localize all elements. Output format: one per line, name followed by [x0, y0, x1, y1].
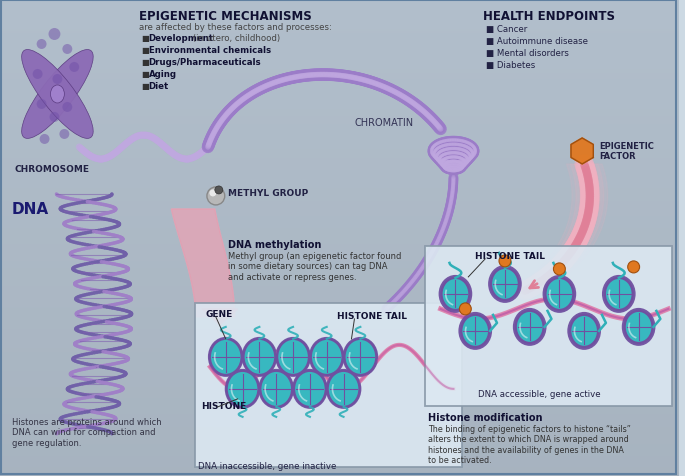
Ellipse shape — [513, 308, 547, 346]
Ellipse shape — [545, 278, 573, 310]
Text: DNA: DNA — [12, 201, 49, 217]
Ellipse shape — [327, 371, 360, 407]
Text: DNA accessible, gene active: DNA accessible, gene active — [478, 389, 601, 398]
Polygon shape — [202, 309, 238, 325]
Ellipse shape — [543, 275, 576, 313]
Text: Diet: Diet — [149, 82, 169, 91]
Ellipse shape — [345, 339, 376, 375]
Circle shape — [49, 113, 60, 123]
Ellipse shape — [442, 278, 469, 310]
Polygon shape — [171, 209, 235, 317]
Circle shape — [33, 70, 42, 80]
Ellipse shape — [491, 268, 519, 300]
Ellipse shape — [516, 311, 544, 343]
Ellipse shape — [294, 371, 326, 407]
Ellipse shape — [488, 265, 522, 303]
Circle shape — [553, 263, 565, 275]
Text: are affected by these factors and processes:: are affected by these factors and proces… — [138, 23, 332, 32]
Ellipse shape — [275, 337, 311, 377]
Ellipse shape — [22, 50, 93, 139]
Ellipse shape — [309, 337, 345, 377]
Ellipse shape — [292, 369, 327, 409]
Polygon shape — [511, 165, 603, 291]
Text: Histone modification: Histone modification — [427, 412, 543, 422]
Text: EPIGENETIC
FACTOR: EPIGENETIC FACTOR — [599, 142, 654, 161]
Text: ■: ■ — [142, 82, 152, 91]
Ellipse shape — [571, 315, 598, 347]
Circle shape — [207, 188, 225, 206]
Text: HISTONE TAIL: HISTONE TAIL — [475, 251, 545, 260]
Text: The binding of epigenetic factors to histone “tails”
alters the extent to which : The binding of epigenetic factors to his… — [427, 424, 631, 464]
Circle shape — [62, 45, 73, 55]
Circle shape — [49, 29, 60, 41]
Ellipse shape — [567, 312, 601, 350]
Ellipse shape — [260, 371, 292, 407]
Ellipse shape — [277, 339, 309, 375]
FancyBboxPatch shape — [425, 247, 672, 406]
Text: Development: Development — [149, 34, 214, 43]
Text: Aging: Aging — [149, 70, 177, 79]
Ellipse shape — [210, 339, 242, 375]
Circle shape — [499, 256, 511, 268]
Circle shape — [36, 40, 47, 50]
Text: ■: ■ — [142, 46, 152, 55]
Text: DNA inaccessible, gene inactive: DNA inaccessible, gene inactive — [198, 461, 336, 470]
Polygon shape — [171, 209, 235, 317]
Ellipse shape — [342, 337, 378, 377]
Text: (in utero, childhood): (in utero, childhood) — [190, 34, 280, 43]
Ellipse shape — [22, 50, 93, 139]
Ellipse shape — [51, 86, 64, 104]
Text: HISTONE TAIL: HISTONE TAIL — [336, 311, 407, 320]
Text: ■: ■ — [142, 70, 152, 79]
Text: GENE: GENE — [206, 309, 233, 318]
Ellipse shape — [326, 369, 362, 409]
Polygon shape — [515, 165, 600, 291]
Circle shape — [627, 261, 640, 273]
Text: HISTONE: HISTONE — [201, 401, 246, 410]
Ellipse shape — [242, 337, 277, 377]
Text: EPIGENETIC MECHANISMS: EPIGENETIC MECHANISMS — [138, 10, 312, 23]
Circle shape — [36, 100, 47, 110]
Ellipse shape — [462, 315, 489, 347]
Text: ■ Diabetes: ■ Diabetes — [486, 61, 536, 70]
Text: ■ Mental disorders: ■ Mental disorders — [486, 49, 569, 58]
Ellipse shape — [458, 312, 492, 350]
Ellipse shape — [225, 369, 260, 409]
Text: Drugs/Pharmaceuticals: Drugs/Pharmaceuticals — [149, 58, 261, 67]
Ellipse shape — [311, 339, 342, 375]
Circle shape — [60, 129, 69, 139]
Polygon shape — [507, 165, 608, 291]
Polygon shape — [519, 165, 596, 291]
Text: ■ Autoimmune disease: ■ Autoimmune disease — [486, 37, 588, 46]
Ellipse shape — [625, 311, 652, 343]
Circle shape — [62, 103, 73, 113]
Circle shape — [215, 187, 223, 195]
Circle shape — [210, 190, 216, 197]
Text: CHROMOSOME: CHROMOSOME — [15, 165, 90, 174]
Ellipse shape — [622, 308, 656, 346]
Text: ■: ■ — [142, 58, 152, 67]
Text: METHYL GROUP: METHYL GROUP — [227, 189, 308, 198]
Text: Methyl group (an epigenetic factor found
in some dietary sources) can tag DNA
an: Methyl group (an epigenetic factor found… — [227, 251, 401, 281]
Text: Environmental chemicals: Environmental chemicals — [149, 46, 271, 55]
Text: CHROMATIN: CHROMATIN — [355, 118, 414, 128]
Text: ■: ■ — [142, 34, 152, 43]
Circle shape — [40, 135, 49, 145]
Ellipse shape — [258, 369, 294, 409]
Ellipse shape — [438, 275, 472, 313]
Circle shape — [460, 303, 471, 315]
Ellipse shape — [602, 275, 636, 313]
Circle shape — [69, 63, 79, 73]
Text: Histones are proteins around which
DNA can wind for compaction and
gene regulati: Histones are proteins around which DNA c… — [12, 417, 162, 446]
Circle shape — [53, 75, 62, 85]
Text: HEALTH ENDPOINTS: HEALTH ENDPOINTS — [483, 10, 615, 23]
Ellipse shape — [244, 339, 275, 375]
Text: DNA methylation: DNA methylation — [227, 239, 321, 249]
Text: ■ Cancer: ■ Cancer — [486, 25, 527, 34]
Ellipse shape — [208, 337, 244, 377]
Ellipse shape — [227, 371, 258, 407]
Ellipse shape — [605, 278, 633, 310]
FancyBboxPatch shape — [195, 303, 462, 467]
Polygon shape — [571, 139, 593, 165]
